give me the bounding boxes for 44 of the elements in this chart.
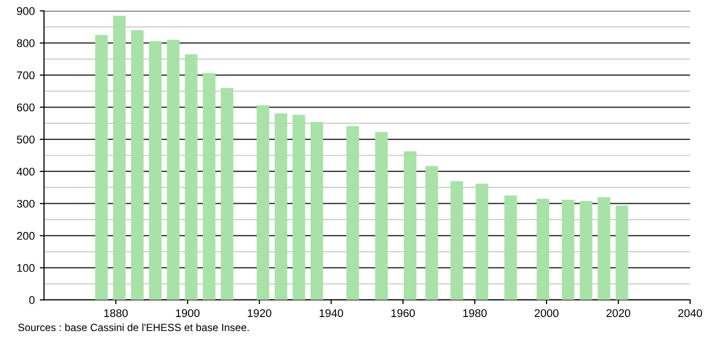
bar — [536, 198, 550, 300]
y-tick-label: 300 — [16, 200, 35, 208]
bar — [256, 105, 270, 300]
y-tick-label: 100 — [17, 264, 35, 272]
y-tick-label: 700 — [17, 71, 35, 80]
x-tick-label: 2020 — [606, 309, 630, 318]
bar — [450, 181, 464, 300]
x-tick-label: 1900 — [176, 309, 200, 318]
x-tick-label: 2040 — [678, 309, 702, 318]
bar — [310, 122, 324, 300]
bar — [562, 200, 574, 300]
bar — [220, 88, 234, 300]
bar — [95, 34, 108, 300]
x-tick-label: 1960 — [391, 309, 415, 318]
bar — [292, 114, 306, 300]
bar — [598, 197, 610, 300]
x-tick-label: 1920 — [248, 309, 272, 318]
bar — [131, 30, 144, 300]
source-note: Sources : base Cassini de l'EHESS et base Insee. — [18, 323, 249, 332]
y-tick-label: 600 — [17, 103, 35, 112]
bar — [476, 184, 488, 300]
bar — [166, 40, 180, 300]
y-tick-label: 200 — [17, 232, 35, 240]
bar — [580, 200, 592, 300]
x-tick-label: 1940 — [320, 309, 344, 318]
x-tick-label: 2000 — [534, 309, 558, 318]
x-tick-label: 1980 — [463, 309, 487, 318]
bar — [504, 196, 517, 300]
x-tick-label: 1880 — [104, 309, 128, 318]
bar — [616, 205, 628, 300]
y-tick-label: 400 — [16, 168, 35, 176]
bar — [184, 54, 198, 300]
bar — [375, 132, 388, 300]
bar — [274, 113, 288, 300]
y-tick-label: 900 — [16, 7, 35, 16]
bar — [202, 73, 216, 300]
bar — [404, 151, 416, 300]
y-tick-label: 0 — [29, 296, 35, 304]
y-tick-label: 500 — [16, 136, 35, 144]
bar — [113, 16, 126, 300]
bar — [149, 41, 162, 300]
bar — [346, 126, 359, 300]
bar — [425, 166, 438, 300]
y-tick-label: 800 — [16, 39, 35, 48]
